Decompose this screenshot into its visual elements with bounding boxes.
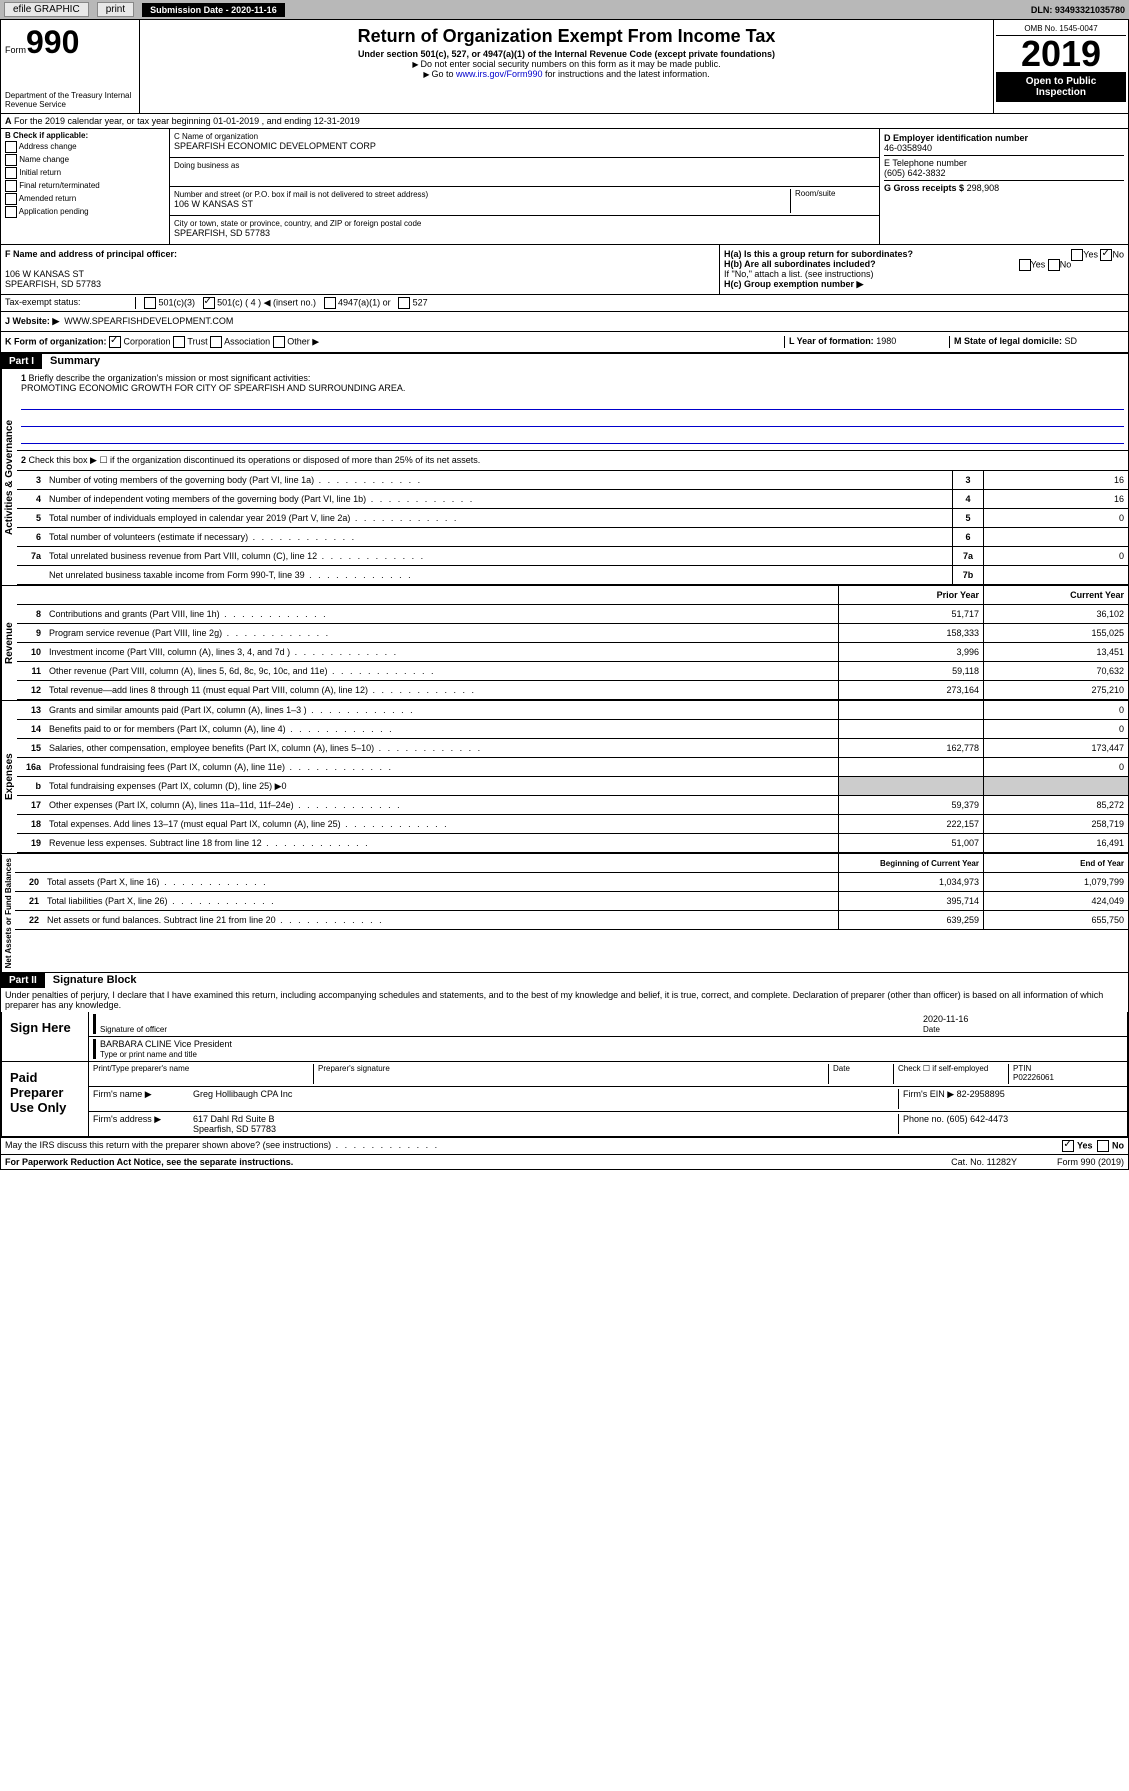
gov-line: 7aTotal unrelated business revenue from … bbox=[17, 547, 1128, 566]
revenue-label: Revenue bbox=[1, 586, 17, 700]
discuss-row: May the IRS discuss this return with the… bbox=[1, 1137, 1128, 1154]
data-line: 12Total revenue—add lines 8 through 11 (… bbox=[17, 681, 1128, 700]
box-klm: K Form of organization: Corporation Trus… bbox=[1, 332, 1128, 354]
part-i-header: Part ISummary bbox=[1, 354, 1128, 369]
data-line: 11Other revenue (Part VIII, column (A), … bbox=[17, 662, 1128, 681]
box-j: J Website: ▶ WWW.SPEARFISHDEVELOPMENT.CO… bbox=[1, 312, 1128, 332]
expenses-label: Expenses bbox=[1, 701, 17, 853]
data-line: 8Contributions and grants (Part VIII, li… bbox=[17, 605, 1128, 624]
data-line: bTotal fundraising expenses (Part IX, co… bbox=[17, 777, 1128, 796]
data-line: 10Investment income (Part VIII, column (… bbox=[17, 643, 1128, 662]
gov-line: 5Total number of individuals employed in… bbox=[17, 509, 1128, 528]
form-title: Return of Organization Exempt From Incom… bbox=[144, 26, 989, 47]
form-container: Form990 Department of the Treasury Inter… bbox=[0, 19, 1129, 1170]
form-number-box: Form990 Department of the Treasury Inter… bbox=[1, 20, 140, 113]
footer: For Paperwork Reduction Act Notice, see … bbox=[1, 1154, 1128, 1169]
data-line: 17Other expenses (Part IX, column (A), l… bbox=[17, 796, 1128, 815]
box-f: F Name and address of principal officer:… bbox=[1, 245, 720, 294]
penalty-text: Under penalties of perjury, I declare th… bbox=[1, 988, 1128, 1012]
data-line: 13Grants and similar amounts paid (Part … bbox=[17, 701, 1128, 720]
data-line: 16aProfessional fundraising fees (Part I… bbox=[17, 758, 1128, 777]
box-c: C Name of organizationSPEARFISH ECONOMIC… bbox=[170, 129, 880, 244]
part-ii-header: Part IISignature Block bbox=[1, 973, 1128, 988]
data-line: 14Benefits paid to or for members (Part … bbox=[17, 720, 1128, 739]
title-box: Return of Organization Exempt From Incom… bbox=[140, 20, 993, 113]
box-i: Tax-exempt status: 501(c)(3) 501(c) ( 4 … bbox=[1, 295, 1128, 312]
data-line: 9Program service revenue (Part VIII, lin… bbox=[17, 624, 1128, 643]
paid-preparer-label: Paid Preparer Use Only bbox=[2, 1062, 89, 1136]
governance-label: Activities & Governance bbox=[1, 369, 17, 585]
irs-link[interactable]: www.irs.gov/Form990 bbox=[456, 69, 543, 79]
data-line: 15Salaries, other compensation, employee… bbox=[17, 739, 1128, 758]
top-bar: efile GRAPHIC print Submission Date - 20… bbox=[0, 0, 1129, 19]
data-line: 21Total liabilities (Part X, line 26)395… bbox=[15, 892, 1128, 911]
data-line: 22Net assets or fund balances. Subtract … bbox=[15, 911, 1128, 930]
data-line: 20Total assets (Part X, line 16)1,034,97… bbox=[15, 873, 1128, 892]
gov-line: 4Number of independent voting members of… bbox=[17, 490, 1128, 509]
data-line: 18Total expenses. Add lines 13–17 (must … bbox=[17, 815, 1128, 834]
gov-line: 6Total number of volunteers (estimate if… bbox=[17, 528, 1128, 547]
box-h: H(a) Is this a group return for subordin… bbox=[720, 245, 1128, 294]
gov-line: Net unrelated business taxable income fr… bbox=[17, 566, 1128, 585]
gov-line: 3Number of voting members of the governi… bbox=[17, 471, 1128, 490]
data-line: 19Revenue less expenses. Subtract line 1… bbox=[17, 834, 1128, 853]
mission: 1 Briefly describe the organization's mi… bbox=[17, 369, 1128, 451]
box-b: B Check if applicable: Address change Na… bbox=[1, 129, 170, 244]
print-button[interactable]: print bbox=[97, 2, 134, 17]
box-deg: D Employer identification number46-03589… bbox=[880, 129, 1128, 244]
year-box: OMB No. 1545-0047 2019 Open to Public In… bbox=[993, 20, 1128, 113]
efile-button[interactable]: efile GRAPHIC bbox=[4, 2, 89, 17]
row-a: A For the 2019 calendar year, or tax yea… bbox=[1, 114, 1128, 129]
netassets-label: Net Assets or Fund Balances bbox=[1, 854, 15, 972]
sign-here-label: Sign Here bbox=[2, 1012, 89, 1061]
submission-date: Submission Date - 2020-11-16 bbox=[142, 3, 285, 17]
dln: DLN: 93493321035780 bbox=[1031, 5, 1125, 15]
